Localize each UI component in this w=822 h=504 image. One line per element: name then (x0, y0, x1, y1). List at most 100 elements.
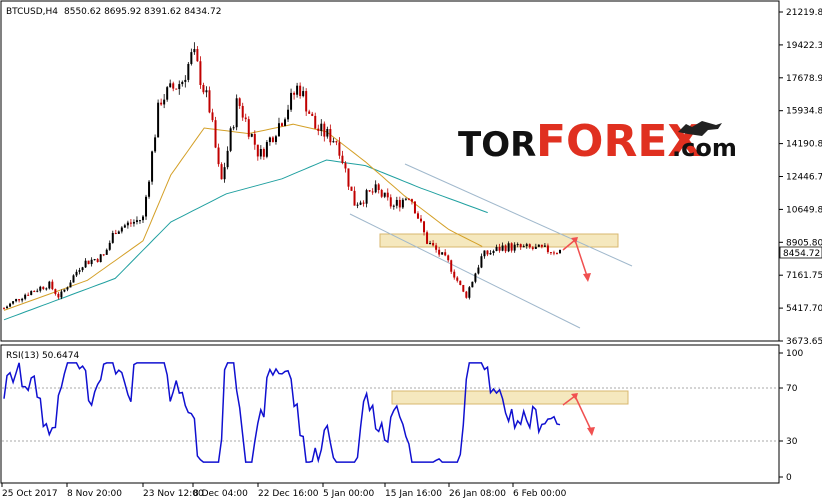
candle-body (365, 190, 368, 204)
candle-body (163, 99, 166, 105)
candle-body (353, 190, 356, 206)
candle-body (123, 225, 126, 228)
candle-body (347, 168, 350, 187)
candle-body (435, 245, 438, 250)
candle-body (250, 133, 253, 137)
candle-body (154, 137, 157, 152)
candle-body (78, 270, 81, 272)
candle-body (335, 141, 338, 143)
time-tick-label: 15 Jan 16:00 (385, 489, 442, 499)
candle-body (299, 85, 302, 97)
candle-body (290, 92, 293, 110)
time-tick-label: 26 Jan 08:00 (449, 489, 506, 499)
candle-body (69, 282, 72, 288)
candle-body (27, 294, 30, 296)
candle-body (256, 144, 259, 157)
candle-body (392, 205, 395, 207)
candle-body (99, 254, 102, 263)
candle-body (120, 227, 123, 232)
candle-body (12, 301, 15, 304)
candle-body (519, 244, 522, 248)
forecast-arrows (562, 237, 595, 436)
price-tick-label: 12446.75 (786, 173, 822, 183)
candle-body (413, 201, 416, 214)
candle-body (262, 149, 265, 157)
candle-body (453, 271, 456, 278)
price-tick-label: 3673.65 (786, 337, 822, 347)
candle-body (438, 249, 441, 255)
candle-body (102, 254, 105, 256)
candle-body (214, 120, 217, 148)
rsi-tick-label: 30 (786, 437, 798, 447)
candle-body (395, 199, 398, 206)
candle-body (441, 252, 444, 255)
candle-body (534, 246, 537, 249)
candle-body (196, 49, 199, 62)
candle-body (60, 291, 63, 298)
down-arrow-shaft (574, 239, 588, 277)
price-tick-label: 7161.75 (786, 271, 822, 281)
candle-body (247, 119, 250, 137)
last-price-label: 8454.72 (783, 249, 820, 259)
candle-body (211, 112, 214, 121)
candle-body (169, 83, 172, 88)
rsi-resistance-zone (391, 390, 629, 405)
candle-body (72, 275, 75, 283)
candle-body (39, 286, 42, 291)
moving-average-fast (3, 123, 483, 311)
candle-body (66, 287, 69, 290)
candle-body (559, 249, 561, 254)
price-tick-label: 5417.70 (786, 304, 822, 314)
candle-body (126, 222, 129, 226)
time-tick-label: 25 Oct 2017 (2, 489, 58, 499)
candle-body (543, 245, 546, 247)
candle-body (63, 289, 66, 292)
candle-body (537, 244, 540, 247)
candle-body (160, 102, 163, 105)
last-price-tag (779, 246, 822, 259)
candle-body (84, 260, 87, 268)
candle-body (317, 128, 320, 131)
candle-body (117, 231, 120, 234)
time-tick-label: 6 Feb 00:00 (513, 489, 567, 499)
candle-body (495, 246, 498, 251)
candle-body (326, 128, 329, 137)
candle-body (75, 271, 78, 276)
candle-body (15, 299, 18, 302)
candle-body (474, 273, 477, 282)
resistance-zone (379, 233, 619, 248)
candle-body (338, 142, 341, 156)
candle-body (432, 243, 435, 246)
candle-body (105, 249, 108, 255)
channel-upper-line (404, 163, 633, 267)
candle-body (552, 252, 555, 254)
price-tick-label: 8905.80 (786, 238, 822, 248)
rsi-tick-label: 70 (786, 384, 798, 394)
chart-symbol: BTCUSD,H4 (6, 7, 58, 17)
candle-body (114, 232, 117, 234)
ma-fast-line (3, 123, 483, 311)
candle-body (87, 260, 90, 265)
candle-body (235, 98, 238, 128)
candle-body (383, 192, 386, 197)
candle-body (362, 202, 365, 204)
time-tick-label: 23 Nov 12:00 (143, 489, 204, 499)
candle-body (220, 164, 223, 180)
rsi-line (3, 362, 561, 464)
candle-body (145, 196, 148, 217)
candle-body (151, 151, 154, 182)
candle-body (42, 286, 45, 289)
rsi-title: RSI(13) 50.6474 (6, 351, 79, 361)
candle-body (293, 92, 296, 95)
price-tick-label: 19422.35 (786, 41, 822, 51)
candle-body (540, 244, 543, 247)
candle-body (329, 128, 332, 143)
price-tick-label: 15934.88 (786, 107, 822, 117)
candle-body (132, 221, 135, 224)
candle-body (30, 291, 33, 295)
price-tick-label: 14190.85 (786, 140, 822, 150)
candle-body (157, 102, 160, 138)
time-tick-label: 8 Dec 04:00 (193, 489, 248, 499)
channel-lower-line (349, 213, 581, 329)
candle-body (504, 245, 507, 252)
